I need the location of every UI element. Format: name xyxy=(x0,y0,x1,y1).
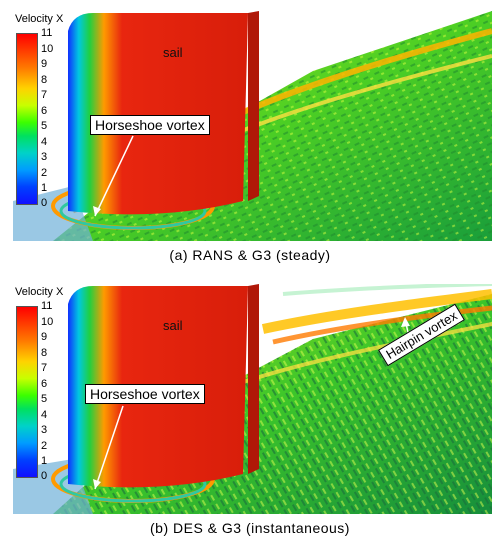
legend-tick: 9 xyxy=(41,58,48,70)
simulation-panel-rans: Velocity X 11 10 9 8 7 6 5 4 3 2 1 0 sai… xyxy=(13,11,492,241)
legend-ticks: 11 10 9 8 7 6 5 4 3 2 1 0 xyxy=(41,300,63,482)
legend-tick: 10 xyxy=(41,42,54,55)
legend-tick: 10 xyxy=(41,315,54,328)
hairpin-arrow-head xyxy=(401,317,410,327)
legend-tick: 11 xyxy=(41,300,53,312)
horseshoe-arrow-head xyxy=(93,479,101,489)
sail-body xyxy=(68,13,248,215)
legend-colorbar xyxy=(16,306,38,478)
legend-tick: 11 xyxy=(41,27,53,39)
legend-tick: 3 xyxy=(41,151,48,163)
legend-tick: 0 xyxy=(41,470,48,482)
horseshoe-arrow xyxy=(94,405,124,490)
legend-tick: 2 xyxy=(41,166,48,179)
horseshoe-arrow xyxy=(94,135,134,217)
horseshoe-vortex-label: Horseshoe vortex xyxy=(85,384,205,404)
hairpin-vortex-band xyxy=(261,289,492,334)
horseshoe-arrow-head xyxy=(93,206,101,216)
legend-tick: 3 xyxy=(41,424,48,436)
sail-edge xyxy=(248,284,259,474)
upper-streak xyxy=(282,284,492,296)
legend-title: Velocity X xyxy=(15,13,64,25)
legend-title: Velocity X xyxy=(15,286,64,298)
legend-tick: 4 xyxy=(41,408,48,421)
sail-label: sail xyxy=(163,45,183,60)
legend-tick: 2 xyxy=(41,439,48,452)
legend-tick: 6 xyxy=(41,104,48,117)
legend-tick: 5 xyxy=(41,120,48,132)
sail-label: sail xyxy=(163,318,183,333)
legend-tick: 7 xyxy=(41,89,48,101)
legend-tick: 4 xyxy=(41,135,48,148)
caption-a: (a) RANS & G3 (steady) xyxy=(169,247,331,263)
hairpin-vortex-band xyxy=(272,305,492,345)
legend-colorbar xyxy=(16,33,38,205)
caption-b: (b) DES & G3 (instantaneous) xyxy=(150,520,350,536)
legend-tick: 5 xyxy=(41,393,48,405)
sail-edge xyxy=(248,11,259,201)
legend-tick: 0 xyxy=(41,197,48,209)
legend-tick: 1 xyxy=(41,182,48,194)
legend-tick: 8 xyxy=(41,73,48,86)
simulation-panel-des: Velocity X 11 10 9 8 7 6 5 4 3 2 1 0 sai… xyxy=(13,284,492,514)
flow-visualization-rans xyxy=(13,11,492,241)
legend-tick: 8 xyxy=(41,346,48,359)
horseshoe-vortex-label: Horseshoe vortex xyxy=(90,115,210,135)
legend-tick: 1 xyxy=(41,455,48,467)
legend-tick: 7 xyxy=(41,362,48,374)
legend-tick: 6 xyxy=(41,377,48,390)
legend-tick: 9 xyxy=(41,331,48,343)
legend-ticks: 11 10 9 8 7 6 5 4 3 2 1 0 xyxy=(41,27,63,209)
